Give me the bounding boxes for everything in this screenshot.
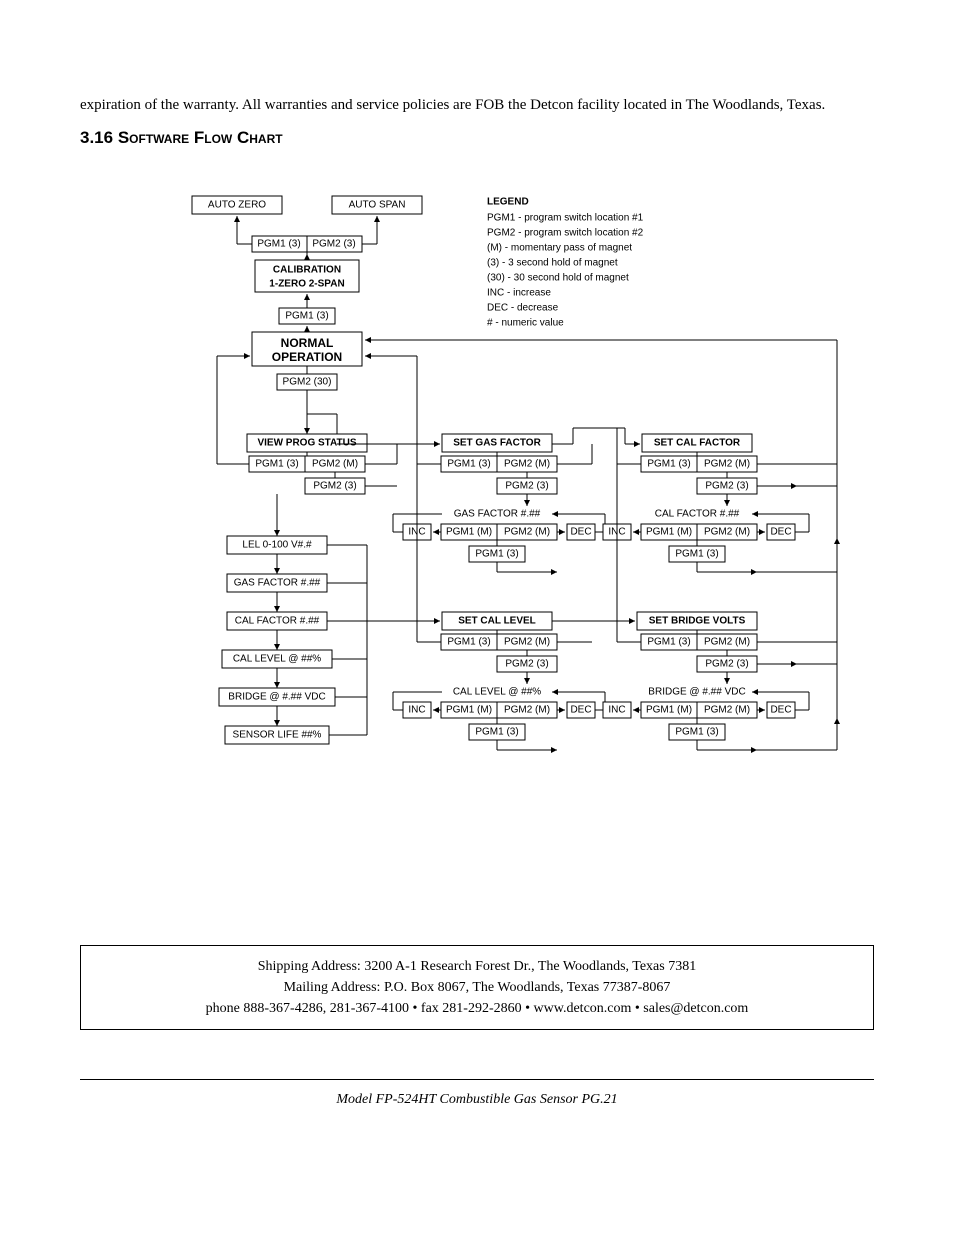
legend-item: INC - increase — [487, 288, 551, 299]
node-sg-pgm2m: PGM2 (M) — [504, 459, 550, 470]
page: expiration of the warranty. All warranti… — [0, 0, 954, 1150]
node-br-pgm1m: PGM1 (M) — [646, 705, 692, 716]
legend-item: (3) - 3 second hold of magnet — [487, 258, 618, 269]
node-vp-pgm2m: PGM2 (M) — [312, 459, 358, 470]
node-scl-pgm1: PGM1 (3) — [447, 637, 490, 648]
node-callevel-val: CAL LEVEL @ ##% — [453, 687, 541, 698]
node-normal-l1: NORMAL — [281, 336, 334, 350]
node-gasfactor-lbl: GAS FACTOR #.## — [454, 509, 541, 520]
legend-item: PGM1 - program switch location #1 — [487, 213, 644, 224]
node-bridge2: BRIDGE @ #.## VDC — [228, 692, 325, 703]
heading-title: Software Flow Chart — [118, 128, 283, 147]
legend-item: (30) - 30 second hold of magnet — [487, 273, 629, 284]
node-cl-inc: INC — [408, 705, 425, 716]
node-scf-pgm23: PGM2 (3) — [705, 481, 748, 492]
section-heading: 3.16 Software Flow Chart — [80, 128, 874, 148]
legend-item: PGM2 - program switch location #2 — [487, 228, 644, 239]
node-callevel2: CAL LEVEL @ ##% — [233, 654, 321, 665]
page-footer: Model FP-524HT Combustible Gas Sensor PG… — [0, 1092, 954, 1108]
node-br-pgm2m: PGM2 (M) — [704, 705, 750, 716]
node-calibration-l2: 1-ZERO 2-SPAN — [269, 279, 344, 290]
node-gf-pgm13: PGM1 (3) — [475, 549, 518, 560]
intro-paragraph: expiration of the warranty. All warranti… — [80, 95, 874, 116]
node-br-inc: INC — [608, 705, 625, 716]
node-gasfactor2: GAS FACTOR #.## — [234, 578, 321, 589]
node-cf-pgm2m: PGM2 (M) — [704, 527, 750, 538]
node-sb-pgm23: PGM2 (3) — [705, 659, 748, 670]
node-normal-l2: OPERATION — [272, 350, 342, 364]
node-vp-pgm23: PGM2 (3) — [313, 481, 356, 492]
node-gf-pgm1m: PGM1 (M) — [446, 527, 492, 538]
node-gf-pgm2m: PGM2 (M) — [504, 527, 550, 538]
footer-line-1: Shipping Address: 3200 A-1 Research Fore… — [97, 956, 857, 977]
node-lel: LEL 0-100 V#.# — [242, 540, 312, 551]
node-set-cal-level: SET CAL LEVEL — [458, 616, 536, 627]
node-cf-pgm13: PGM1 (3) — [675, 549, 718, 560]
node-set-gas: SET GAS FACTOR — [453, 438, 541, 449]
node-sb-pgm2m: PGM2 (M) — [704, 637, 750, 648]
node-sg-pgm23: PGM2 (3) — [505, 481, 548, 492]
heading-number: 3.16 — [80, 128, 118, 147]
node-br-dec: DEC — [770, 705, 791, 716]
node-scl-pgm2m: PGM2 (M) — [504, 637, 550, 648]
node-cl-dec: DEC — [570, 705, 591, 716]
node-vp-pgm1: PGM1 (3) — [255, 459, 298, 470]
node-cf-dec: DEC — [770, 527, 791, 538]
node-calfactor-lbl: CAL FACTOR #.## — [655, 509, 740, 520]
legend-item: (M) - momentary pass of magnet — [487, 243, 632, 254]
node-sb-pgm1: PGM1 (3) — [647, 637, 690, 648]
node-scl-pgm23: PGM2 (3) — [505, 659, 548, 670]
footer-line-2: Mailing Address: P.O. Box 8067, The Wood… — [97, 977, 857, 998]
node-cl-pgm2m: PGM2 (M) — [504, 705, 550, 716]
node-bridge-val: BRIDGE @ #.## VDC — [648, 687, 745, 698]
footer-line-3: phone 888-367-4286, 281-367-4100 • fax 2… — [97, 998, 857, 1019]
node-calibration-l1: CALIBRATION — [273, 265, 341, 276]
node-scf-pgm1: PGM1 (3) — [647, 459, 690, 470]
node-pgm1-3b: PGM1 (3) — [285, 311, 328, 322]
node-pgm2-30: PGM2 (30) — [283, 377, 332, 388]
node-cf-pgm1m: PGM1 (M) — [646, 527, 692, 538]
flowchart: LEGEND PGM1 - program switch location #1… — [97, 188, 857, 828]
node-auto-span: AUTO SPAN — [349, 200, 406, 211]
node-gf-dec: DEC — [570, 527, 591, 538]
node-view-prog: VIEW PROG STATUS — [257, 438, 356, 449]
node-pgm2-3: PGM2 (3) — [312, 239, 355, 250]
node-sensorlife: SENSOR LIFE ##% — [233, 730, 322, 741]
footer-rule — [80, 1079, 874, 1080]
footer-address-box: Shipping Address: 3200 A-1 Research Fore… — [80, 945, 874, 1030]
node-auto-zero: AUTO ZERO — [208, 200, 266, 211]
node-cl-pgm1m: PGM1 (M) — [446, 705, 492, 716]
node-set-bridge: SET BRIDGE VOLTS — [649, 616, 746, 627]
node-br-pgm13: PGM1 (3) — [675, 727, 718, 738]
flowchart-svg: LEGEND PGM1 - program switch location #1… — [97, 188, 857, 828]
node-sg-pgm1: PGM1 (3) — [447, 459, 490, 470]
node-pgm1-3: PGM1 (3) — [257, 239, 300, 250]
legend-item: # - numeric value — [487, 318, 564, 329]
node-calfactor2: CAL FACTOR #.## — [235, 616, 320, 627]
legend-item: DEC - decrease — [487, 303, 559, 314]
node-cl-pgm13: PGM1 (3) — [475, 727, 518, 738]
node-set-cal-factor: SET CAL FACTOR — [654, 438, 741, 449]
node-scf-pgm2m: PGM2 (M) — [704, 459, 750, 470]
legend-title: LEGEND — [487, 197, 529, 208]
